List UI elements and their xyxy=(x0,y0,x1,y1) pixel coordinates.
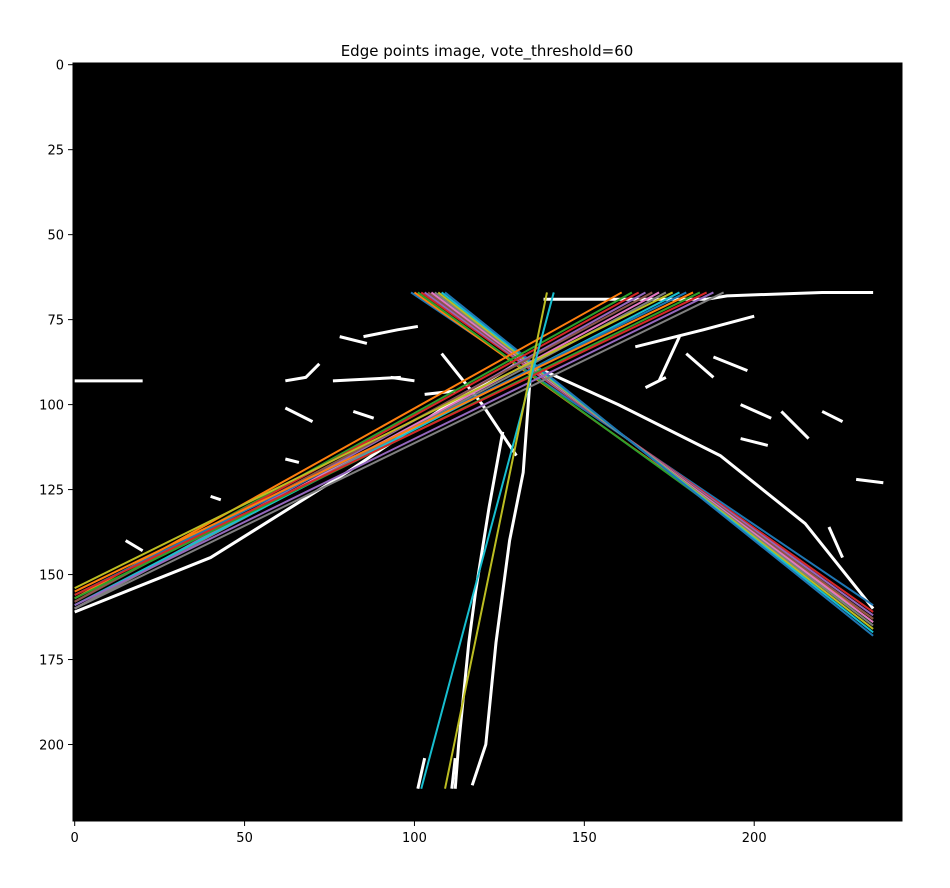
y-tick-label: 125 xyxy=(39,484,64,499)
edge-segment-6 xyxy=(450,757,457,789)
edge-segment-10 xyxy=(285,362,321,383)
plot-frame xyxy=(72,62,903,822)
y-tick-label: 175 xyxy=(39,654,64,669)
hough-line-27 xyxy=(444,292,548,789)
hough-line-25 xyxy=(74,291,725,610)
chart-title: Edge points image, vote_threshold=60 xyxy=(341,42,634,61)
y-tick-label: 200 xyxy=(39,739,64,754)
hough-lines-layer xyxy=(74,291,874,789)
edge-segment-27 xyxy=(827,526,844,559)
hough-line-23 xyxy=(74,291,708,596)
hough-line-26 xyxy=(420,292,555,789)
edge-segment-13 xyxy=(390,375,415,383)
edge-segment-5 xyxy=(416,757,427,790)
y-tick-label: 100 xyxy=(39,399,64,414)
x-tick-label: 50 xyxy=(236,831,253,846)
edge-segment-16 xyxy=(284,406,314,423)
edge-segment-1 xyxy=(634,314,755,349)
edge-segment-9 xyxy=(363,324,419,339)
x-tick-label: 150 xyxy=(572,831,597,846)
x-tick-label: 100 xyxy=(402,831,427,846)
hough-line-18 xyxy=(74,291,674,590)
hough-line-10 xyxy=(444,291,874,637)
x-axis: 0 50 100 150 200 xyxy=(71,821,767,846)
edge-segment-26 xyxy=(821,410,844,423)
edge-segment-3 xyxy=(453,431,505,789)
edge-segment-11 xyxy=(332,375,401,383)
x-tick-label: 0 xyxy=(71,831,79,846)
plot-background xyxy=(73,63,902,821)
edge-segment-17 xyxy=(352,409,375,420)
hough-line-24 xyxy=(74,291,714,607)
hough-line-21 xyxy=(74,291,694,593)
y-tick-label: 0 xyxy=(56,59,64,74)
x-tick-label: 200 xyxy=(742,831,767,846)
edge-segment-21 xyxy=(657,335,681,382)
edge-segment-18 xyxy=(284,457,300,464)
edge-segment-8 xyxy=(542,369,875,610)
y-tick-label: 150 xyxy=(39,569,64,584)
edge-segment-30 xyxy=(644,376,667,389)
edge-segment-23 xyxy=(740,403,772,420)
edge-segment-28 xyxy=(855,477,884,485)
edge-segment-29 xyxy=(712,355,748,373)
y-tick-label: 75 xyxy=(47,314,64,329)
edge-segment-14 xyxy=(424,389,456,396)
edge-segment-4 xyxy=(470,380,532,786)
edge-segment-22 xyxy=(685,352,715,379)
y-tick-label: 25 xyxy=(47,144,64,159)
edge-segment-19 xyxy=(210,494,222,502)
edge-segment-25 xyxy=(780,410,810,440)
y-axis: 0 25 50 75 100 125 150 175 200 xyxy=(39,59,73,754)
edge-points-layer xyxy=(74,290,884,790)
edge-segment-24 xyxy=(740,437,769,447)
y-tick-label: 50 xyxy=(47,229,64,244)
edge-segment-12 xyxy=(339,335,368,345)
edge-segment-20 xyxy=(124,539,144,553)
